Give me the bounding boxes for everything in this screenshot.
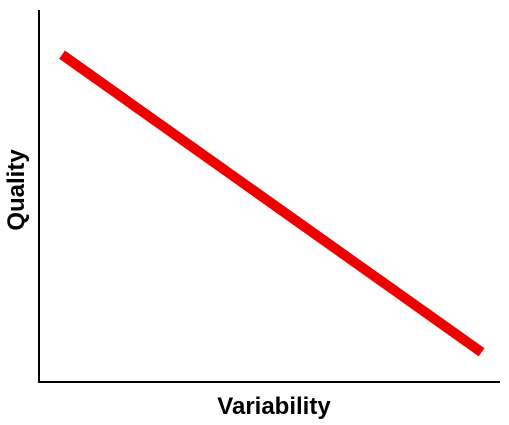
series-line [59,50,485,357]
y-axis-label: Quality [3,149,30,231]
x-axis-label: Variability [217,393,331,420]
plot-area [38,10,500,383]
